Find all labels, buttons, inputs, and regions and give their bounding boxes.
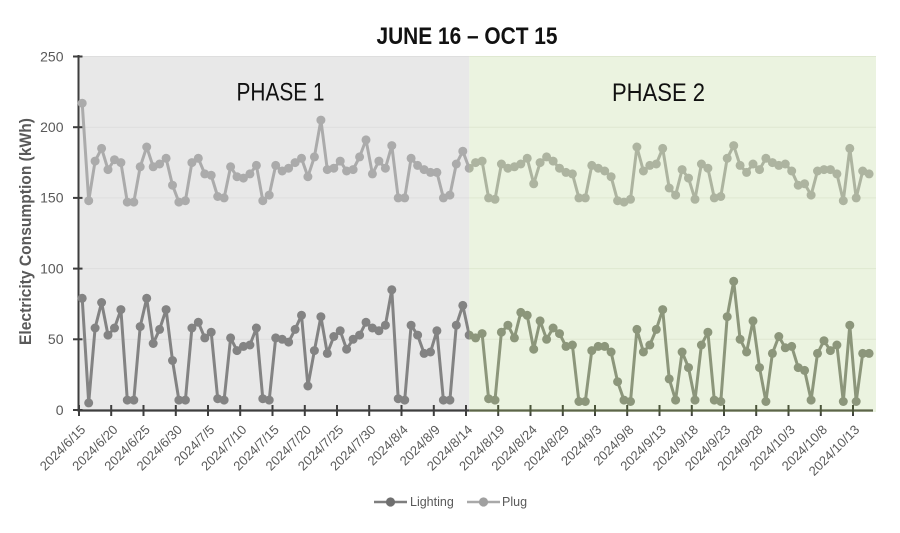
svg-text:250: 250 (40, 48, 64, 64)
svg-text:50: 50 (48, 331, 64, 347)
svg-text:Plug: Plug (502, 495, 527, 509)
svg-text:Electricity Consumption (kWh): Electricity Consumption (kWh) (17, 118, 35, 345)
svg-text:JUNE 16 – OCT 15: JUNE 16 – OCT 15 (377, 23, 558, 50)
svg-text:Lighting: Lighting (410, 495, 454, 509)
svg-text:0: 0 (56, 402, 64, 418)
svg-text:100: 100 (40, 260, 64, 276)
svg-text:150: 150 (40, 190, 64, 206)
svg-text:200: 200 (40, 119, 64, 135)
svg-text:PHASE 2: PHASE 2 (612, 79, 705, 107)
svg-text:PHASE 1: PHASE 1 (237, 79, 325, 107)
